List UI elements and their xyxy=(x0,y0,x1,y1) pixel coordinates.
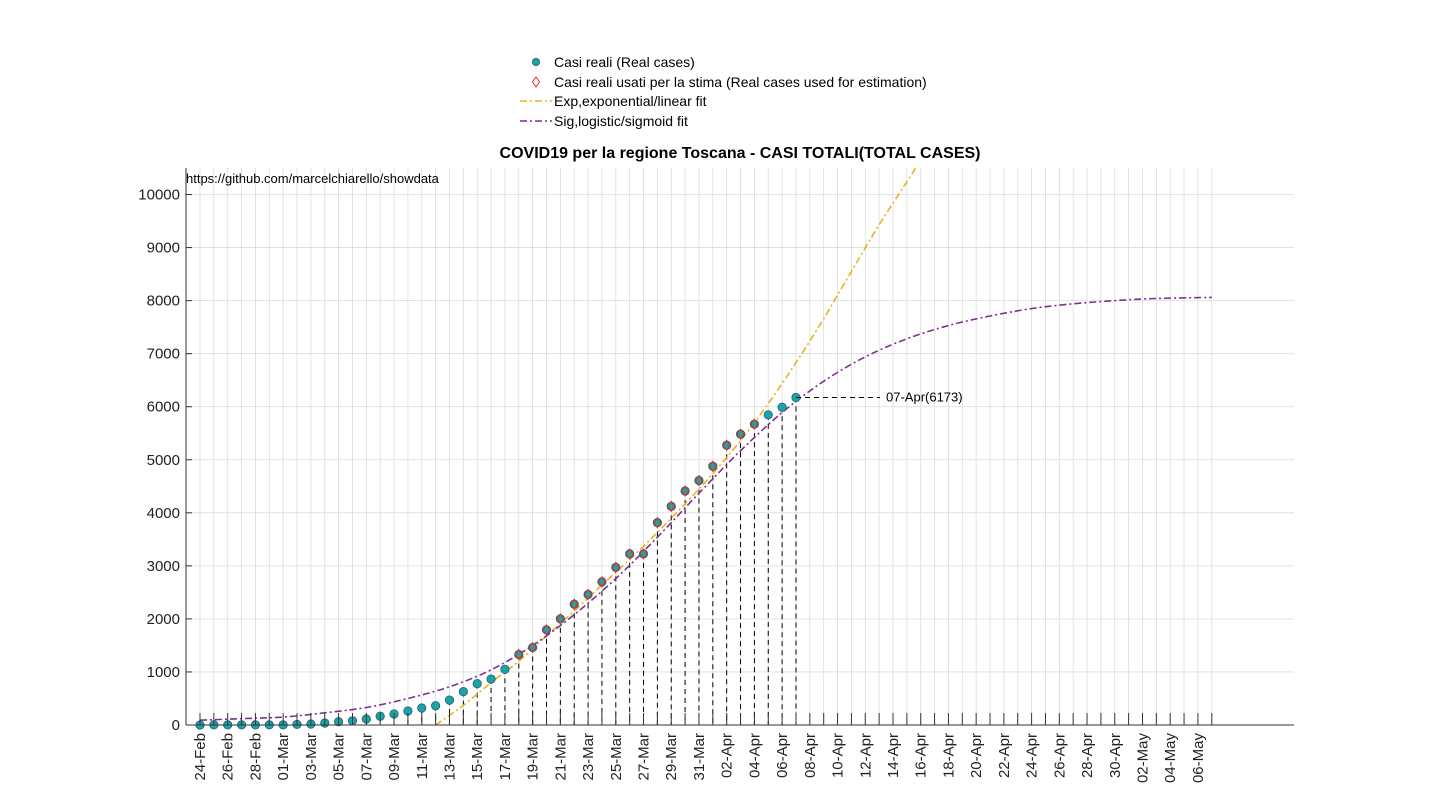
estimation-point xyxy=(597,575,607,588)
fit-curves xyxy=(199,168,1212,725)
y-tick-labels: 0 1000 2000 3000 4000 5000 6000 7000 8000 9000 100… xyxy=(138,187,180,734)
drop-lines xyxy=(324,397,797,725)
estimation-point xyxy=(583,588,593,601)
x-tick-label: 27-Mar xyxy=(636,733,653,781)
x-tick-label: 05-Mar xyxy=(331,733,348,781)
real-case-point xyxy=(486,674,496,684)
estimation-point xyxy=(528,641,537,654)
estimation-point xyxy=(556,613,565,625)
x-tick-label: 09-Mar xyxy=(386,733,403,781)
x-tick-label: 31-Mar xyxy=(691,733,708,781)
legend-label-exp: Exp,exponential/linear fit xyxy=(554,93,707,109)
x-tick-label: 24-Feb xyxy=(192,733,209,781)
x-tick-label: 26-Feb xyxy=(220,733,237,781)
x-tick-label: 21-Mar xyxy=(552,733,569,781)
y-tick-label: 5000 xyxy=(147,452,180,469)
estimation-point xyxy=(736,428,745,441)
x-tick-label: 10-Apr xyxy=(830,733,847,778)
axes xyxy=(185,168,1294,726)
y-tick-label: 6000 xyxy=(147,399,180,416)
x-tick-label: 25-Mar xyxy=(608,733,625,781)
y-tick-label: 9000 xyxy=(147,240,180,257)
x-tick-label: 06-May xyxy=(1190,733,1207,784)
real-case-point xyxy=(444,695,455,705)
real-case-point xyxy=(431,701,441,711)
x-tick-label: 28-Apr xyxy=(1079,733,1096,778)
estimation-point xyxy=(570,598,579,611)
legend-label-used: Casi reali usati per la stima (Real case… xyxy=(554,74,927,90)
estimation-point xyxy=(653,516,662,529)
x-tick-label: 24-Apr xyxy=(1024,733,1041,778)
real-case-point xyxy=(777,402,787,412)
x-tick-label: 02-May xyxy=(1134,733,1151,784)
x-tick-label: 11-Mar xyxy=(414,733,431,779)
y-tick-label: 2000 xyxy=(147,611,180,628)
y-tick-label: 10000 xyxy=(138,187,180,204)
real-case-point xyxy=(500,664,510,674)
x-tick-label: 22-Apr xyxy=(996,733,1013,778)
y-tick-label: 1000 xyxy=(147,664,180,681)
y-tick-label: 3000 xyxy=(147,558,180,575)
estimation-point xyxy=(680,485,690,497)
x-tick-label: 23-Mar xyxy=(580,733,597,781)
estimation-point xyxy=(611,561,620,574)
x-tick-label: 19-Mar xyxy=(525,733,542,781)
y-tick-label: 8000 xyxy=(147,293,180,310)
estimation-point xyxy=(514,648,523,661)
x-tick-label: 03-Mar xyxy=(303,733,320,781)
real-case-point xyxy=(763,410,773,420)
x-tick-label: 14-Apr xyxy=(885,733,902,778)
x-tick-label: 29-Mar xyxy=(663,733,680,781)
x-tick-label: 04-Apr xyxy=(746,733,763,778)
last-value-annotation: 07-Apr(6173) xyxy=(795,390,963,405)
estimation-point xyxy=(722,439,731,452)
x-tick-label: 30-Apr xyxy=(1107,733,1124,778)
y-tick-label: 7000 xyxy=(147,346,180,363)
estimation-point xyxy=(708,460,717,473)
source-note: https://github.com/marcelchiarello/showd… xyxy=(186,171,440,186)
x-tick-label: 13-Mar xyxy=(441,733,458,781)
x-tick-label: 15-Mar xyxy=(469,733,486,781)
estimation-point xyxy=(625,547,634,560)
annotation-label: 07-Apr(6173) xyxy=(886,390,963,405)
x-tick-label: 16-Apr xyxy=(913,733,930,778)
estimation-point xyxy=(667,500,676,513)
chart-title: COVID19 per la regione Toscana - CASI TO… xyxy=(500,145,981,162)
x-tick-label: 28-Feb xyxy=(247,733,264,781)
x-tick-label: 12-Apr xyxy=(857,733,874,778)
x-tick-label: 01-Mar xyxy=(275,733,292,781)
real-case-point xyxy=(417,703,427,713)
x-tick-label: 08-Apr xyxy=(802,733,819,778)
legend-marker-used xyxy=(531,76,541,88)
sigmoid-fit-line xyxy=(199,296,1212,722)
x-tick-label: 18-Apr xyxy=(940,733,957,778)
y-tick-label: 0 xyxy=(172,717,180,734)
x-tick-labels: 24-Feb 26-Feb 28-Feb 01-Mar 03-Mar 05-Mar 07-M… xyxy=(192,733,1207,784)
x-tick-label: 26-Apr xyxy=(1051,733,1068,778)
real-case-point xyxy=(472,678,482,689)
legend-label-real: Casi reali (Real cases) xyxy=(554,54,695,70)
x-tick-label: 07-Mar xyxy=(358,733,375,781)
x-tick-label: 20-Apr xyxy=(968,733,985,778)
x-tick-label: 06-Apr xyxy=(774,733,791,778)
legend-label-sig: Sig,logistic/sigmoid fit xyxy=(554,113,688,129)
legend-marker-real xyxy=(532,58,541,67)
x-tick-label: 17-Mar xyxy=(497,733,514,781)
estimation-point xyxy=(694,474,704,487)
estimation-point xyxy=(750,418,759,431)
estimation-point xyxy=(639,547,648,560)
real-case-point xyxy=(458,686,468,697)
grid-lines xyxy=(186,168,1294,726)
exp-fit-line xyxy=(435,168,917,725)
y-tick-label: 4000 xyxy=(147,505,180,522)
data-points xyxy=(195,392,801,730)
x-tick-label: 02-Apr xyxy=(719,733,736,778)
estimation-point xyxy=(542,624,551,636)
x-tick-label: 04-May xyxy=(1162,733,1179,784)
legend: Casi reali (Real cases) Casi reali usati… xyxy=(520,54,927,129)
